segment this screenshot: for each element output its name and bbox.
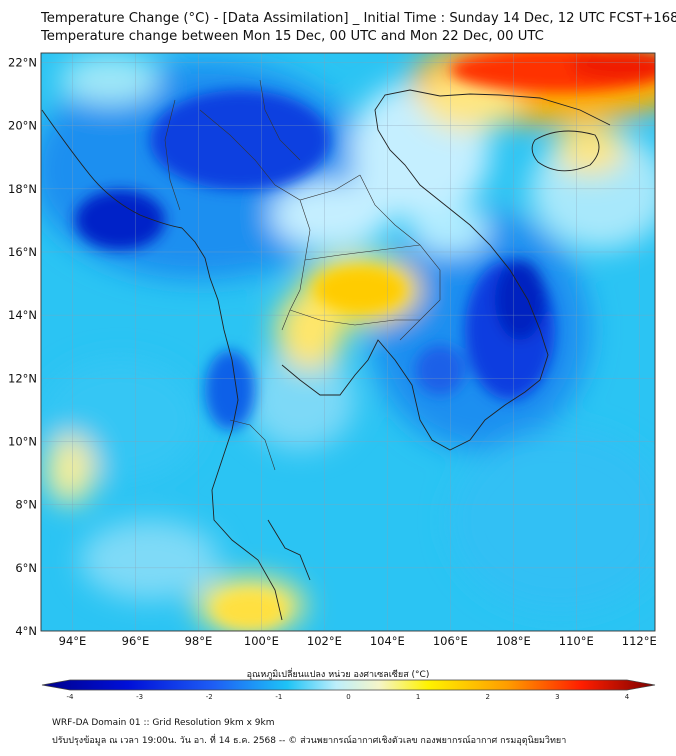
colorbar-tick-label: 4 <box>625 693 630 700</box>
colorbar-tick-label: 1 <box>416 693 420 700</box>
lat-tick-label: 6°N <box>15 561 37 575</box>
lat-tick-label: 8°N <box>15 498 37 512</box>
footer-model-info: WRF-DA Domain 01 :: Grid Resolution 9km … <box>52 718 275 728</box>
colorbar-tick-label: -1 <box>275 693 282 700</box>
lat-tick-label: 16°N <box>8 245 37 259</box>
colorbar-tick-label: 2 <box>486 693 490 700</box>
lon-tick-label: 112°E <box>622 634 657 648</box>
colorbar-ticks: -4 -3 -2 -1 0 1 2 3 4 <box>67 693 630 700</box>
colorbar-tick-label: -4 <box>67 693 75 700</box>
lon-tick-label: 108°E <box>496 634 531 648</box>
chart-subtitle: Temperature change between Mon 15 Dec, 0… <box>41 29 544 44</box>
lon-tick-label: 104°E <box>370 634 405 648</box>
temperature-field <box>41 53 655 631</box>
lon-tick-label: 110°E <box>559 634 594 648</box>
temperature-change-map: 22°N 20°N 18°N 16°N 14°N 12°N 10°N 8°N 6°N 4°N 94… <box>8 52 657 700</box>
longitude-labels: 94°E 96°E 98°E 100°E 102°E 104°E 106°E 108°E 110… <box>59 634 657 648</box>
gridlines <box>41 53 655 631</box>
lon-tick-label: 96°E <box>122 634 150 648</box>
lat-tick-label: 20°N <box>8 119 37 133</box>
lon-tick-label: 102°E <box>307 634 342 648</box>
lon-tick-label: 98°E <box>185 634 213 648</box>
latitude-labels: 22°N 20°N 18°N 16°N 14°N 12°N 10°N 8°N 6°N 4°N <box>8 55 37 638</box>
lat-tick-label: 12°N <box>8 371 37 385</box>
lat-tick-label: 4°N <box>15 624 37 638</box>
colorbar-tick-label: -2 <box>206 693 213 700</box>
lat-tick-label: 22°N <box>8 55 37 69</box>
colorbar-title: อุณหภูมิเปลี่ยนแปลง หน่วย องศาเซลเซียส (… <box>246 670 430 680</box>
colorbar-tick-label: 0 <box>346 693 350 700</box>
chart-title: Temperature Change (°C) - [Data Assimila… <box>41 11 676 26</box>
lat-tick-label: 14°N <box>8 308 37 322</box>
footer-credit: ปรับปรุงข้อมูล ณ เวลา 19:00น. วัน อา. ที… <box>52 736 567 746</box>
lat-tick-label: 18°N <box>8 182 37 196</box>
lon-tick-label: 100°E <box>244 634 279 648</box>
colorbar: -4 -3 -2 -1 0 1 2 3 4 <box>41 679 656 700</box>
coastlines <box>41 89 611 621</box>
lat-tick-label: 10°N <box>8 434 37 448</box>
borders <box>164 79 441 471</box>
colorbar-tick-label: -3 <box>136 693 143 700</box>
lon-tick-label: 94°E <box>59 634 87 648</box>
colorbar-tick-label: 3 <box>555 693 559 700</box>
map-frame <box>40 52 656 632</box>
lon-tick-label: 106°E <box>433 634 468 648</box>
